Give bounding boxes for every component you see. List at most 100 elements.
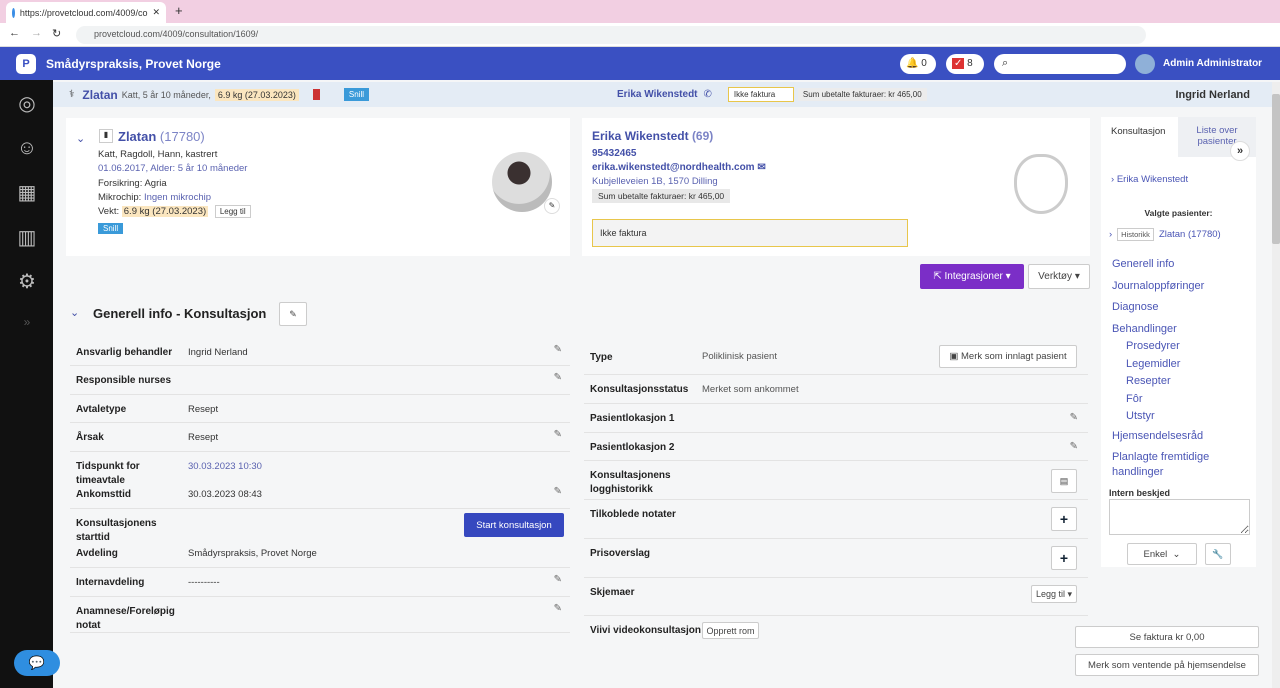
- nav-diagnose[interactable]: Diagnose: [1112, 301, 1159, 313]
- browser-tab[interactable]: https://provetcloud.com/4009/co ✕: [6, 2, 166, 23]
- notifications-button[interactable]: 🔔 0: [900, 54, 936, 74]
- forward-icon[interactable]: →: [31, 27, 42, 39]
- integrations-button[interactable]: ⇱ Integrasjoner ▾: [920, 264, 1024, 289]
- edit-pencil-icon[interactable]: ✎: [553, 574, 562, 585]
- search-input[interactable]: ⌕: [994, 54, 1126, 74]
- expand-icon[interactable]: »: [23, 315, 31, 329]
- phone-icon[interactable]: ✆: [703, 89, 712, 100]
- start-consultation-button[interactable]: Start konsultasjon: [464, 513, 564, 537]
- chip-link[interactable]: Ingen mikrochip: [143, 191, 211, 203]
- reports-icon[interactable]: ▥: [17, 227, 37, 249]
- history-button[interactable]: Historikk: [1117, 228, 1154, 241]
- tools-button[interactable]: Verktøy ▾: [1028, 264, 1090, 289]
- tab-konsultasjon[interactable]: Konsultasjon: [1111, 126, 1166, 137]
- nav-behandlinger[interactable]: Behandlinger: [1112, 322, 1177, 335]
- field-label: Konsultasjonsstatus: [590, 384, 689, 395]
- create-room-button[interactable]: Opprett rom: [702, 622, 759, 639]
- internal-note-input[interactable]: [1109, 499, 1250, 535]
- collapse-chevron-icon[interactable]: ⌄: [76, 133, 86, 145]
- record-book-icon[interactable]: ▮: [99, 129, 113, 143]
- settings-icon[interactable]: ⚙: [18, 271, 36, 293]
- notification-count: 0: [921, 58, 927, 69]
- edit-pencil-icon[interactable]: ✎: [553, 603, 562, 614]
- patient-card: ⌄ ▮ Zlatan (17780) Katt, Ragdoll, Hann, …: [66, 118, 570, 256]
- field-row: Konsultasjonens logghistorikk: [584, 461, 1088, 500]
- owner-id: (69): [691, 129, 714, 143]
- owner-email[interactable]: erika.wikenstedt@nordhealth.com: [592, 162, 755, 173]
- add-weight-button[interactable]: Legg til: [214, 205, 251, 219]
- field-row: Tilkoblede notater: [584, 500, 1088, 539]
- owner-unpaid: Sum ubetalte fakturaer: kr 465,00: [592, 189, 731, 203]
- search-icon: ⌕: [1002, 57, 1009, 69]
- log-history-button[interactable]: ▤: [1051, 469, 1077, 493]
- selected-patients-label: Valgte pasienter:: [1144, 208, 1213, 218]
- field-row: Tidspunkt for timeavtale 30.03.2023 10:30: [70, 452, 570, 486]
- nav-resepter[interactable]: Resepter: [1126, 375, 1171, 387]
- nav-legemidler[interactable]: Legemidler: [1126, 357, 1181, 370]
- section-collapse-icon[interactable]: ⌄: [70, 307, 80, 319]
- owner-card: Erika Wikenstedt (69) 95432465 erika.wik…: [582, 118, 1090, 256]
- patients-icon[interactable]: ☺: [16, 137, 38, 159]
- nav-for[interactable]: Fôr: [1126, 392, 1143, 405]
- edit-section-button[interactable]: ✎: [279, 302, 307, 326]
- field-row: Responsible nurses ✎: [70, 366, 570, 395]
- field-label: Pasientlokasjon 1: [590, 413, 675, 424]
- new-tab-icon[interactable]: +: [175, 3, 183, 18]
- chat-button[interactable]: 💬: [14, 650, 60, 676]
- email-icon[interactable]: ✉: [757, 162, 766, 173]
- microchip-icon: [312, 89, 320, 100]
- page-scrollbar[interactable]: [1272, 82, 1280, 688]
- nav-journal[interactable]: Journaloppføringer: [1112, 279, 1205, 292]
- wrench-button[interactable]: 🔧: [1205, 543, 1231, 565]
- owner-avatar-icon: [1014, 154, 1068, 214]
- expand-panel-icon[interactable]: »: [1230, 141, 1250, 161]
- edit-pencil-icon[interactable]: ✎: [553, 372, 562, 383]
- add-estimate-button[interactable]: +: [1051, 546, 1077, 570]
- patient-name[interactable]: Zlatan: [118, 129, 157, 144]
- external-icon: ⇱: [933, 271, 945, 282]
- nav-hjemsendelsesrad[interactable]: Hjemsendelsesråd: [1112, 429, 1204, 442]
- tasks-button[interactable]: ✓ 8: [946, 54, 984, 74]
- header-patient-link[interactable]: Zlatan: [82, 87, 118, 102]
- field-row: Viivi videokonsultasjon: [584, 616, 1088, 651]
- field-value: Smådyrspraksis, Provet Norge: [188, 548, 317, 559]
- user-menu[interactable]: Admin Administrator: [1163, 58, 1263, 69]
- dashboard-icon[interactable]: ◎: [18, 93, 36, 115]
- panel-patient-link[interactable]: Zlatan (17780): [1158, 229, 1221, 240]
- edit-pencil-icon[interactable]: ✎: [1069, 441, 1078, 452]
- mark-inpatient-label: Merk som innlagt pasient: [961, 351, 1067, 362]
- edit-pencil-icon[interactable]: ✎: [553, 344, 562, 355]
- nav-utstyr[interactable]: Utstyr: [1126, 410, 1155, 422]
- mark-waiting-button[interactable]: Merk som ventende på hjemsendelse: [1075, 654, 1259, 676]
- avatar[interactable]: [1135, 54, 1155, 74]
- view-invoice-button[interactable]: Se faktura kr 0,00: [1075, 626, 1259, 648]
- header-owner-link[interactable]: Erika Wikenstedt: [617, 89, 698, 100]
- patient-insurance: Forsikring: Agria: [98, 177, 167, 189]
- edit-pencil-icon[interactable]: ✎: [553, 429, 562, 440]
- clinic-selector[interactable]: Smådyrspraksis, Provet Norge: [46, 57, 221, 71]
- field-label: Konsultasjonens logghistorikk: [590, 470, 671, 495]
- mode-select[interactable]: Enkel ⌄: [1127, 543, 1197, 565]
- nav-planlagte[interactable]: Planlagte fremtidige handlinger: [1112, 451, 1210, 478]
- back-icon[interactable]: ←: [9, 27, 20, 39]
- nav-prosedyrer[interactable]: Prosedyrer: [1126, 340, 1180, 352]
- edit-pencil-icon[interactable]: ✎: [1069, 412, 1078, 423]
- patient-birth: 01.06.2017, Alder: 5 år 10 måneder: [98, 163, 248, 175]
- chip-label: Mikrochip:: [98, 191, 142, 203]
- edit-photo-icon[interactable]: ✎: [544, 198, 560, 214]
- add-note-button[interactable]: +: [1051, 507, 1077, 531]
- browser-tab-bar: https://provetcloud.com/4009/co ✕ +: [0, 0, 1280, 23]
- calendar-icon[interactable]: ▦: [17, 182, 37, 204]
- edit-pencil-icon[interactable]: ✎: [553, 486, 562, 497]
- close-tab-icon[interactable]: ✕: [152, 7, 160, 17]
- url-input[interactable]: provetcloud.com/4009/consultation/1609/: [76, 26, 1146, 44]
- owner-phone[interactable]: 95432465: [592, 148, 637, 159]
- provet-logo[interactable]: P: [16, 54, 36, 74]
- owner-name[interactable]: Erika Wikenstedt: [592, 129, 689, 143]
- field-value: Poliklinisk pasient: [702, 351, 777, 362]
- reload-icon[interactable]: ↻: [52, 28, 62, 40]
- add-form-button[interactable]: Legg til ▾: [1031, 585, 1077, 603]
- mark-inpatient-button[interactable]: ▣ Merk som innlagt pasient: [939, 345, 1077, 368]
- panel-owner-link[interactable]: Erika Wikenstedt: [1116, 174, 1189, 185]
- nav-generell-info[interactable]: Generell info: [1112, 258, 1175, 270]
